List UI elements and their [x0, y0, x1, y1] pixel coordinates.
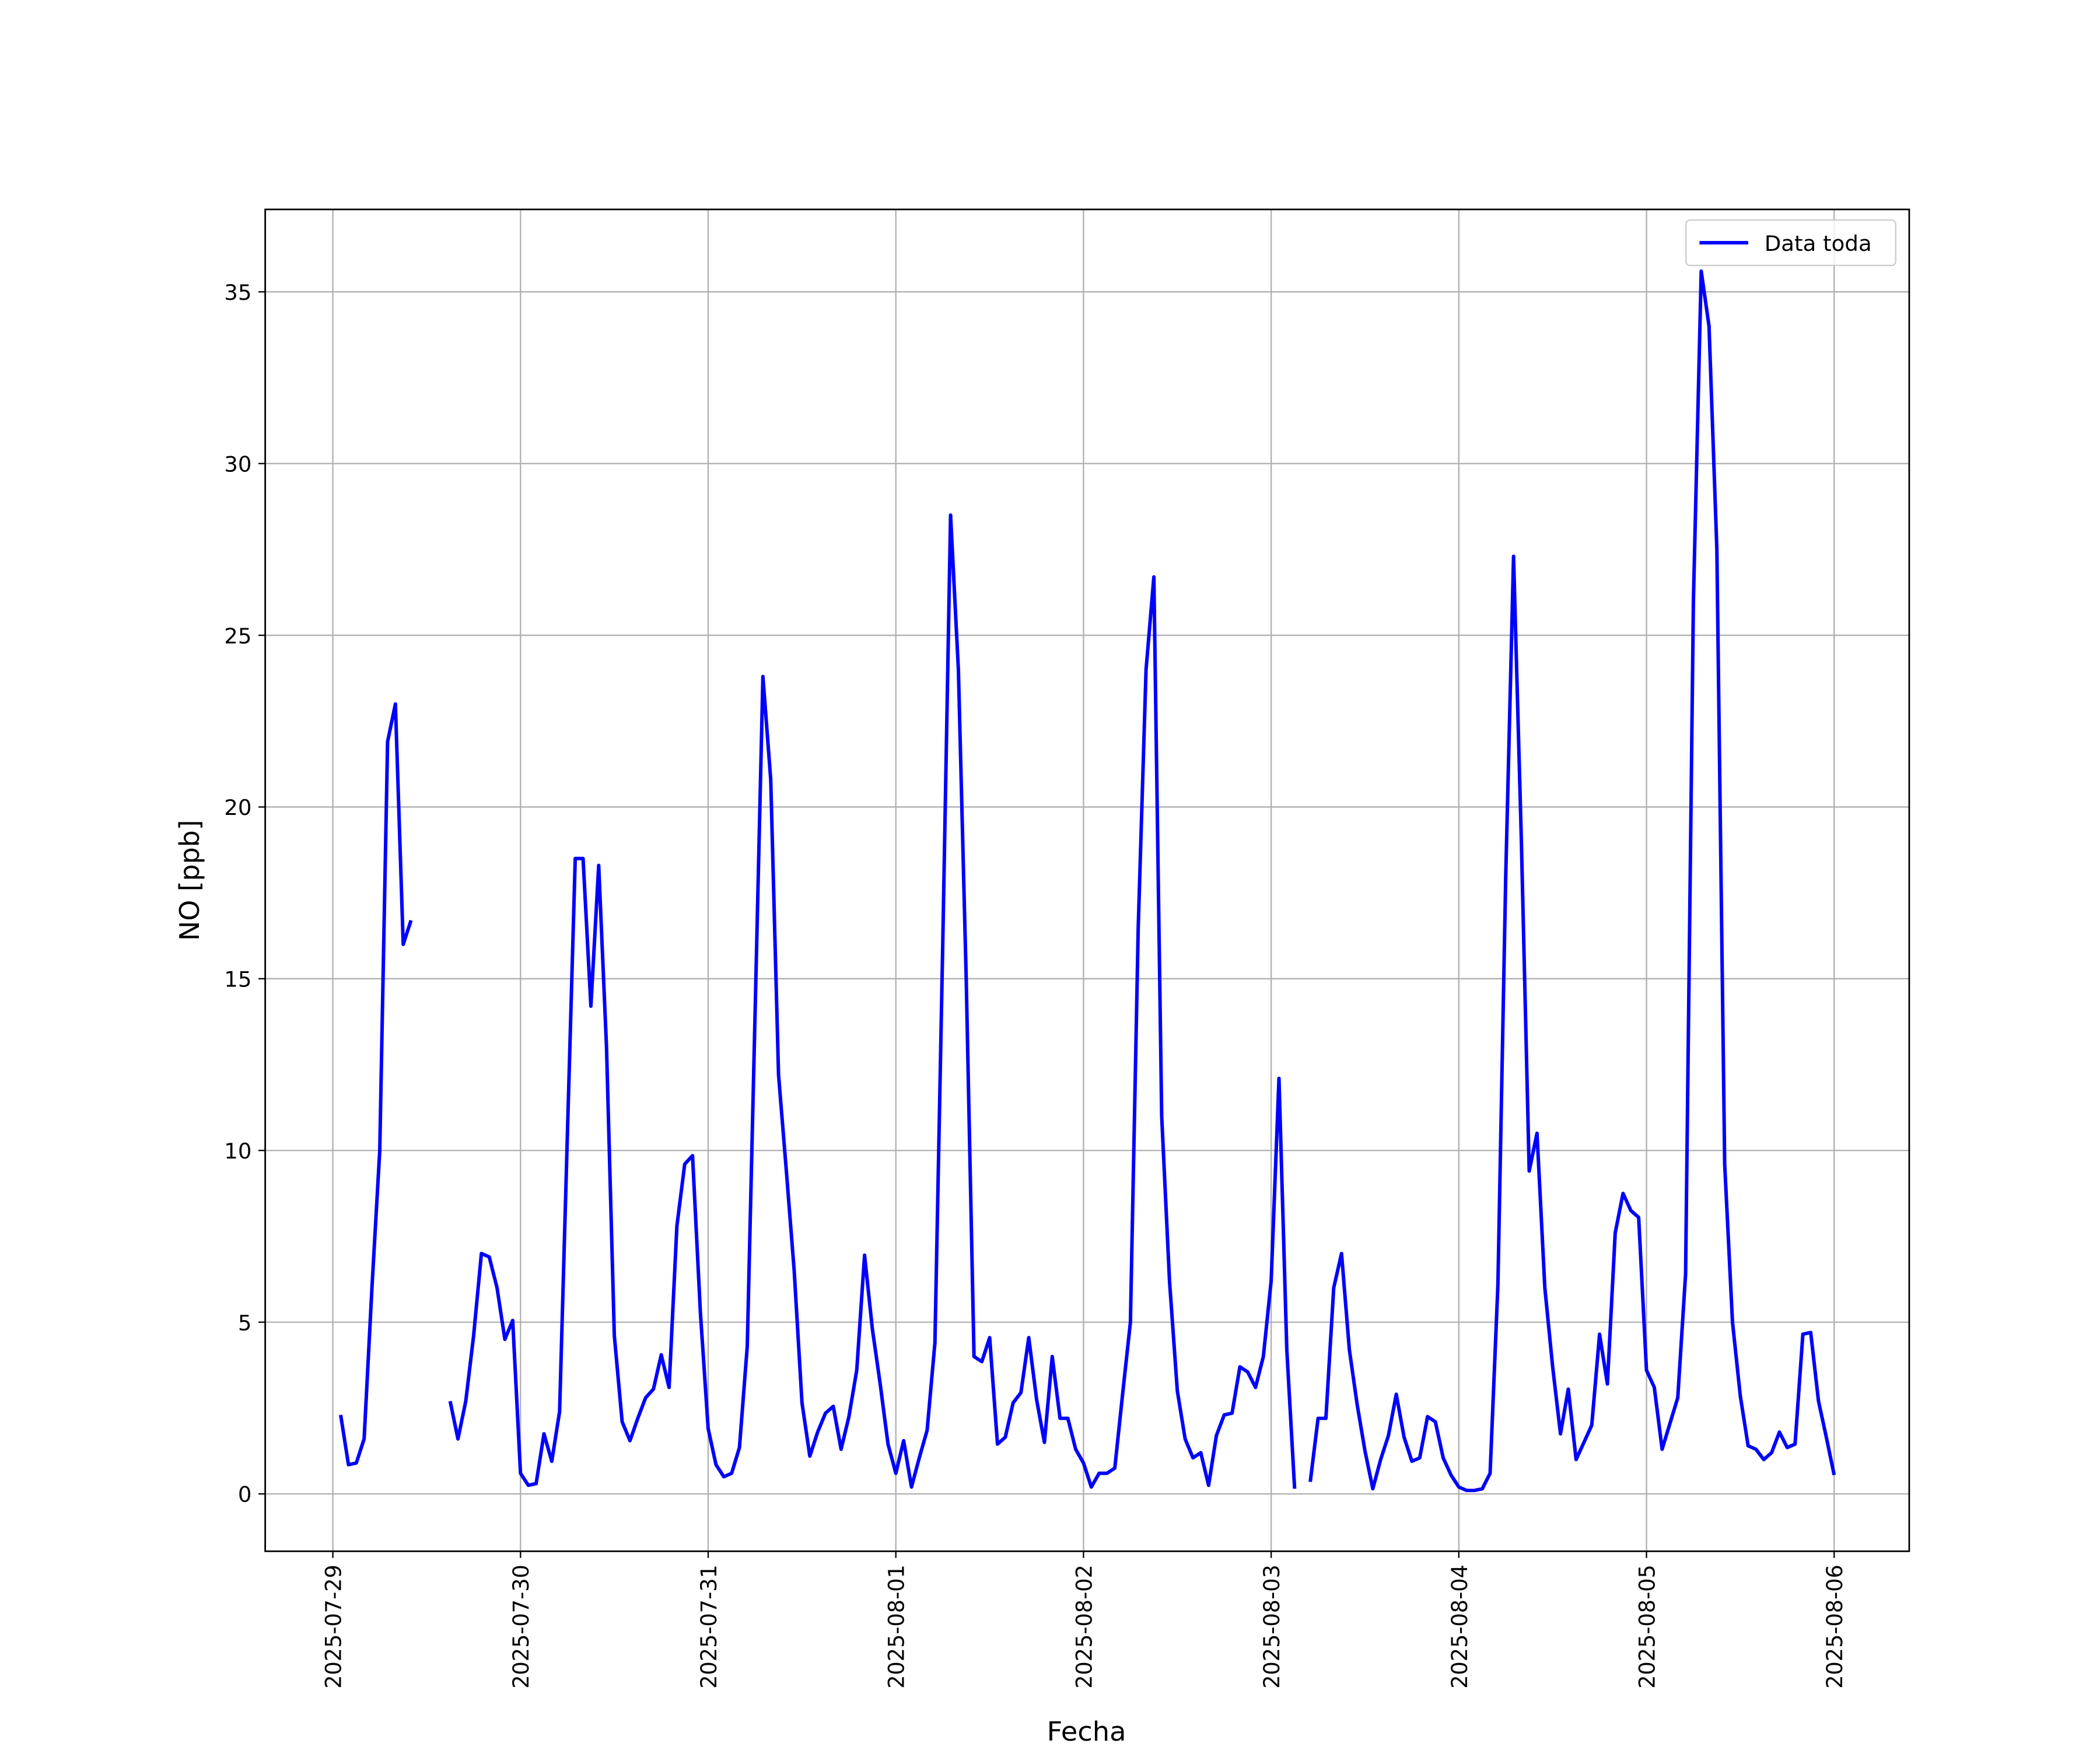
- y-tick-label: 25: [224, 624, 251, 649]
- x-tick-label: 2025-08-04: [1447, 1564, 1472, 1689]
- x-tick-label: 2025-08-01: [884, 1564, 909, 1689]
- grid: [265, 209, 1909, 1552]
- y-tick-label: 10: [224, 1139, 251, 1164]
- y-tick-label: 5: [238, 1311, 252, 1336]
- x-tick-label: 2025-08-06: [1822, 1564, 1847, 1689]
- y-tick-label: 15: [224, 967, 251, 992]
- x-tick-label: 2025-07-29: [321, 1564, 346, 1689]
- plot-area: [339, 270, 1836, 1493]
- x-tick-label: 2025-08-02: [1072, 1564, 1097, 1689]
- y-axis-label: NO [ppb]: [174, 820, 205, 940]
- legend-label: Data toda: [1765, 231, 1872, 256]
- y-tick-label: 30: [224, 452, 251, 477]
- legend: Data toda: [1685, 219, 1896, 267]
- legend-box: [1685, 219, 1896, 267]
- x-tick-label: 2025-07-30: [509, 1564, 534, 1689]
- y-tick-label: 35: [224, 280, 251, 305]
- y-tick-label: 20: [224, 795, 251, 820]
- axes-frame: [264, 208, 1910, 1552]
- data-line: [339, 270, 1836, 1493]
- y-tick-label: 0: [238, 1482, 252, 1507]
- x-tick-label: 2025-07-31: [696, 1564, 722, 1689]
- x-tick-label: 2025-08-03: [1259, 1564, 1284, 1689]
- x-axis-label: Fecha: [1047, 1716, 1126, 1747]
- x-tick-label: 2025-08-05: [1634, 1564, 1660, 1689]
